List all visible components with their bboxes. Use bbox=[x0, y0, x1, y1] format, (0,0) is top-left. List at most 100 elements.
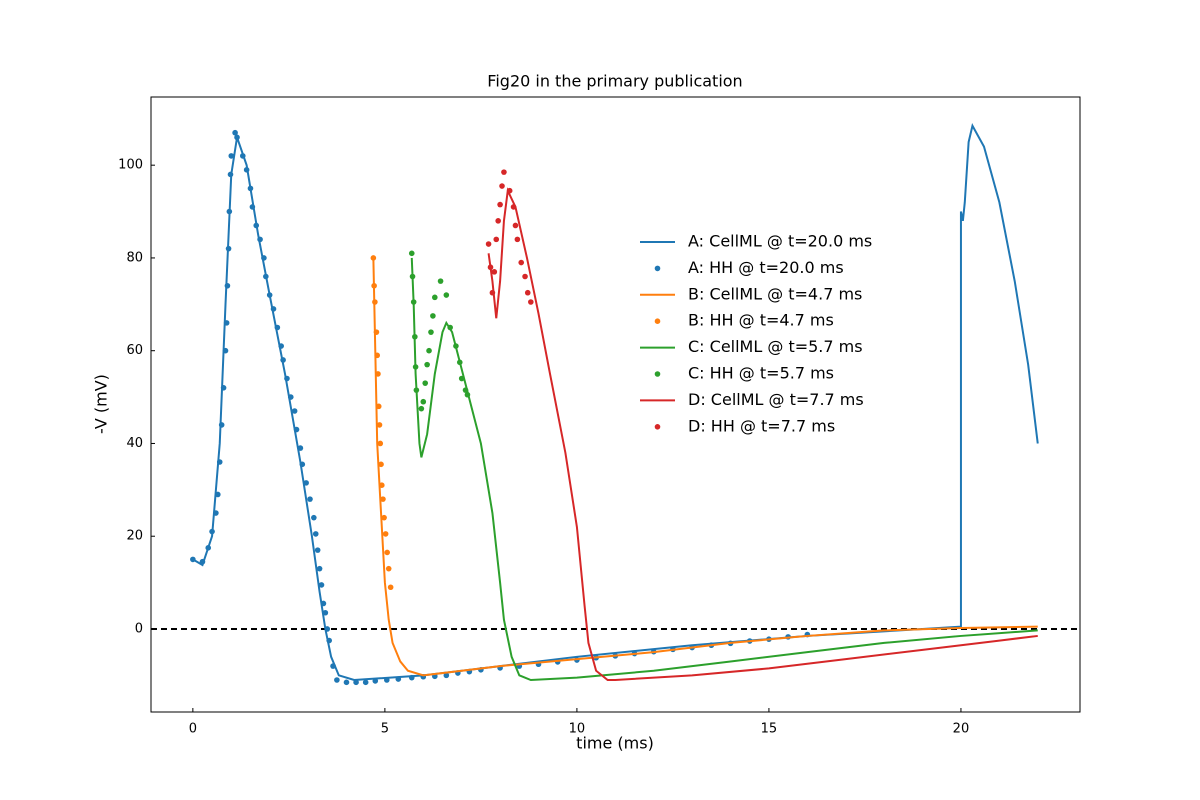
data-point bbox=[409, 273, 416, 280]
data-point bbox=[384, 549, 390, 556]
data-point bbox=[489, 289, 496, 296]
legend-label: A: CellML @ t=20.0 ms bbox=[688, 232, 872, 251]
data-point bbox=[330, 663, 336, 669]
data-point bbox=[239, 153, 246, 159]
data-point bbox=[385, 565, 392, 572]
data-point bbox=[261, 255, 267, 261]
data-point bbox=[375, 371, 381, 377]
legend-marker bbox=[654, 265, 661, 272]
data-point bbox=[320, 600, 327, 607]
data-point bbox=[432, 294, 438, 301]
data-point bbox=[447, 324, 453, 331]
series-line bbox=[372, 257, 1038, 677]
data-point bbox=[380, 496, 386, 502]
data-point bbox=[453, 343, 459, 349]
data-point bbox=[458, 375, 465, 382]
data-point bbox=[287, 394, 294, 400]
data-point bbox=[322, 609, 329, 616]
data-point bbox=[524, 289, 531, 296]
data-point bbox=[373, 329, 380, 335]
y-axis-label: -V (mV) bbox=[92, 374, 111, 434]
data-point bbox=[199, 558, 206, 565]
data-point bbox=[291, 408, 298, 414]
data-point bbox=[381, 514, 387, 521]
x-tick-label: 0 bbox=[189, 722, 197, 737]
data-point bbox=[408, 674, 415, 681]
series-line bbox=[487, 187, 1038, 681]
x-tick-label: 15 bbox=[761, 722, 778, 737]
data-point bbox=[312, 531, 319, 537]
data-point bbox=[190, 556, 196, 563]
data-point bbox=[266, 292, 273, 298]
data-point bbox=[220, 385, 227, 391]
data-point bbox=[485, 241, 492, 247]
chart-title: Fig20 in the primary publication bbox=[487, 72, 742, 91]
data-point bbox=[428, 329, 434, 335]
data-point bbox=[375, 403, 382, 410]
data-point bbox=[213, 510, 219, 516]
data-point bbox=[234, 134, 240, 141]
data-point bbox=[376, 422, 383, 428]
data-point bbox=[224, 282, 231, 289]
data-point bbox=[426, 347, 432, 354]
x-axis-label: time (ms) bbox=[576, 734, 654, 753]
data-point bbox=[223, 320, 230, 326]
data-point bbox=[243, 167, 250, 173]
data-point bbox=[493, 236, 500, 243]
data-point bbox=[371, 282, 377, 289]
data-point bbox=[464, 391, 471, 398]
data-point bbox=[443, 672, 450, 679]
data-point bbox=[218, 422, 225, 428]
x-tick-label: 10 bbox=[569, 722, 586, 737]
data-point bbox=[353, 679, 359, 686]
data-point bbox=[510, 204, 517, 210]
data-point bbox=[518, 259, 525, 266]
data-point bbox=[299, 461, 306, 468]
data-point bbox=[412, 333, 418, 340]
legend-label: B: CellML @ t=4.7 ms bbox=[688, 284, 862, 303]
data-point bbox=[278, 343, 284, 349]
data-point bbox=[374, 352, 381, 359]
legend-label: D: CellML @ t=7.7 ms bbox=[688, 390, 864, 409]
data-point bbox=[372, 299, 378, 305]
data-point bbox=[412, 364, 419, 370]
data-point bbox=[311, 514, 317, 521]
data-point bbox=[293, 426, 300, 433]
y-tick-label: 20 bbox=[126, 529, 143, 544]
data-point bbox=[307, 496, 313, 502]
data-point bbox=[522, 273, 528, 280]
data-point bbox=[377, 440, 384, 447]
data-point bbox=[215, 491, 221, 498]
y-tick-label: 100 bbox=[118, 158, 143, 173]
data-point bbox=[297, 445, 304, 451]
data-point bbox=[249, 204, 256, 210]
data-point bbox=[263, 273, 269, 280]
data-point bbox=[413, 387, 420, 393]
y-tick-label: 60 bbox=[126, 343, 143, 358]
y-tick-label: 0 bbox=[135, 621, 143, 636]
data-point bbox=[387, 584, 394, 591]
data-point bbox=[495, 218, 501, 224]
data-point bbox=[501, 169, 507, 175]
legend-label: A: HH @ t=20.0 ms bbox=[688, 258, 844, 277]
data-point bbox=[372, 678, 379, 684]
data-point bbox=[408, 250, 415, 257]
data-point bbox=[456, 359, 463, 366]
data-point bbox=[227, 171, 234, 178]
data-point bbox=[247, 185, 254, 192]
data-point bbox=[506, 187, 513, 194]
data-point bbox=[370, 255, 377, 261]
data-point bbox=[528, 299, 534, 305]
data-point bbox=[318, 582, 325, 588]
x-tick-label: 5 bbox=[381, 722, 389, 737]
data-point bbox=[410, 299, 417, 305]
data-point bbox=[228, 153, 235, 159]
data-point bbox=[257, 236, 263, 243]
data-point bbox=[395, 676, 402, 682]
data-point bbox=[382, 531, 389, 537]
data-point bbox=[324, 626, 331, 632]
data-point bbox=[499, 183, 505, 189]
legend-marker bbox=[654, 318, 661, 325]
